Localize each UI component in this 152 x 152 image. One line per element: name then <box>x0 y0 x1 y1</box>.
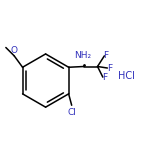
Text: HCl: HCl <box>118 71 135 81</box>
Text: F: F <box>107 64 112 73</box>
Text: NH₂: NH₂ <box>74 51 92 60</box>
Text: F: F <box>102 73 107 82</box>
Text: O: O <box>11 46 18 55</box>
Text: F: F <box>104 51 109 60</box>
Text: Cl: Cl <box>68 108 77 117</box>
